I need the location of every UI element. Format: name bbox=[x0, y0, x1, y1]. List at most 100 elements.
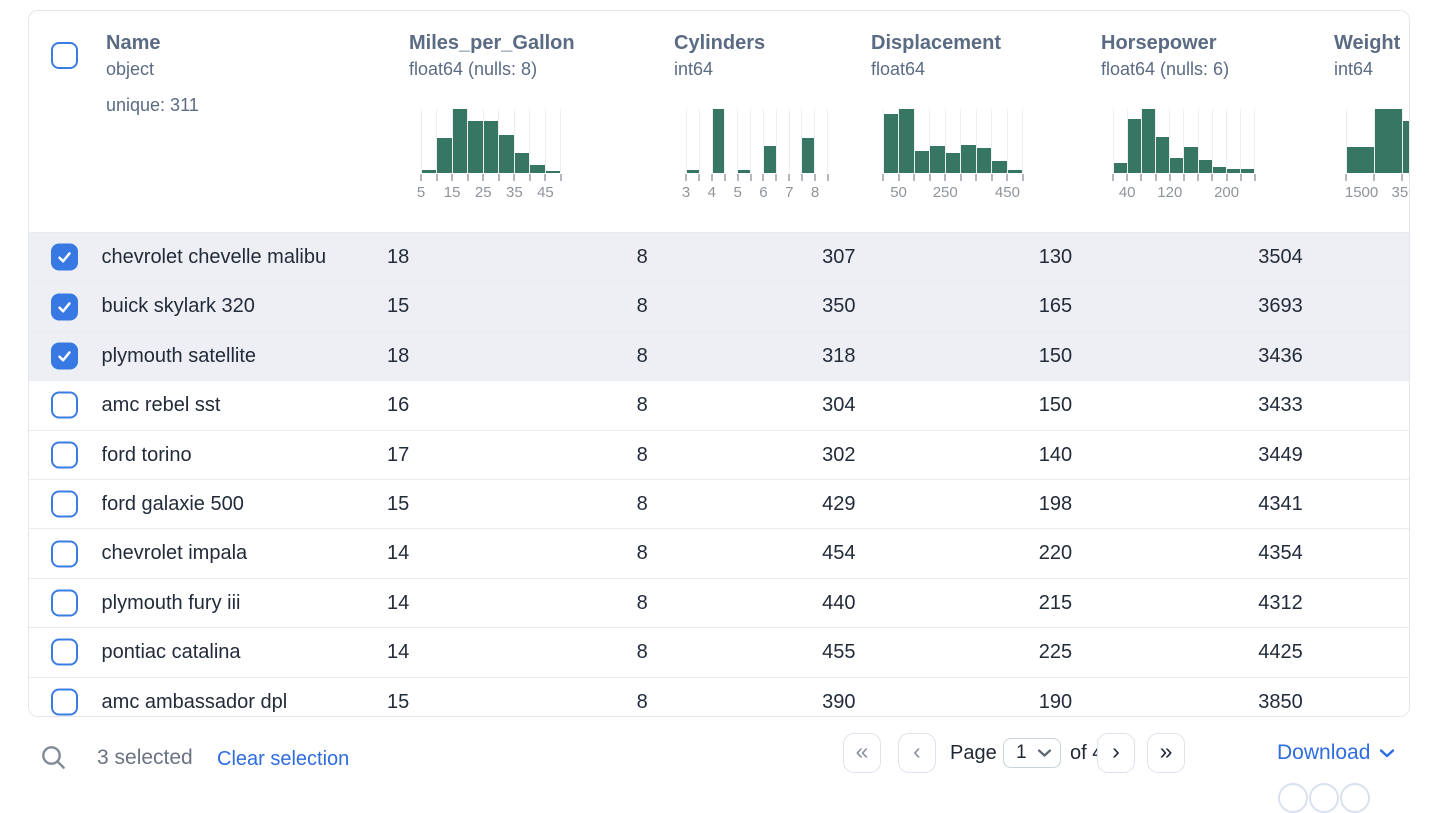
first-page-button[interactable]: « bbox=[843, 733, 881, 773]
column-dtype: int64 bbox=[674, 59, 714, 79]
data-table-card: Name object unique: 311 Miles_per_Gallon flo… bbox=[28, 10, 1410, 717]
histogram-bin bbox=[1211, 109, 1226, 173]
histogram-bin bbox=[1113, 109, 1128, 173]
download-button[interactable]: Download bbox=[1277, 733, 1395, 773]
prev-page-button[interactable]: ‹ bbox=[898, 733, 936, 773]
table-row[interactable]: amc rebel sst 16 8 304 150 3433 bbox=[29, 381, 1409, 431]
row-checkbox[interactable] bbox=[51, 638, 78, 666]
histogram-bin bbox=[467, 109, 483, 173]
cell-mpg: 15 bbox=[386, 492, 410, 515]
table-row[interactable]: ford galaxie 500 15 8 429 198 4341 bbox=[29, 479, 1409, 530]
table-row[interactable]: pontiac catalina 14 8 455 225 4425 bbox=[29, 628, 1409, 678]
histogram-tick-label: 7 bbox=[785, 184, 794, 201]
histogram-bin bbox=[698, 109, 712, 173]
cell-horsepower: 150 bbox=[1038, 394, 1073, 417]
histogram-tick-label: 3500 bbox=[1391, 184, 1409, 201]
row-checkbox-cell bbox=[29, 431, 102, 479]
partial-button-circle[interactable] bbox=[1278, 783, 1308, 813]
next-page-button[interactable]: › bbox=[1097, 733, 1135, 773]
download-label: Download bbox=[1277, 741, 1371, 764]
table-row[interactable]: plymouth satellite 18 8 318 150 3436 bbox=[29, 331, 1409, 382]
chevron-down-icon bbox=[1037, 749, 1052, 757]
histogram-bin bbox=[913, 109, 930, 173]
cell-cylinders: 8 bbox=[636, 443, 648, 466]
table-row[interactable]: plymouth fury iii 14 8 440 215 4312 bbox=[29, 578, 1409, 629]
table-row[interactable]: amc ambassador dpl 15 8 390 190 3850 bbox=[29, 677, 1409, 716]
column-header-cyl[interactable]: Cylinders int64 3 4 5 6 7 8 bbox=[674, 11, 871, 232]
column-dtype: float64 bbox=[871, 59, 926, 79]
row-checkbox[interactable] bbox=[51, 293, 78, 321]
cell-cylinders: 8 bbox=[636, 344, 648, 367]
table-row[interactable]: ford torino 17 8 302 140 3449 bbox=[29, 430, 1409, 480]
cell-cylinders: 8 bbox=[636, 641, 648, 664]
cell-weight: 3436 bbox=[1258, 344, 1303, 367]
histogram-bin bbox=[1346, 109, 1374, 173]
histogram-bin bbox=[1401, 109, 1409, 173]
select-all-checkbox[interactable] bbox=[51, 42, 78, 69]
histogram-bin bbox=[1155, 109, 1170, 173]
cell-cylinders: 8 bbox=[636, 246, 648, 268]
cell-name: chevrolet chevelle malibu bbox=[101, 246, 327, 268]
histogram-bin bbox=[436, 109, 452, 173]
cell-weight: 4341 bbox=[1258, 492, 1303, 515]
column-title: Name bbox=[106, 32, 161, 54]
column-dtype: object bbox=[106, 59, 155, 79]
row-checkbox[interactable] bbox=[51, 589, 78, 617]
cell-horsepower: 150 bbox=[1038, 344, 1073, 367]
partial-button-circle[interactable] bbox=[1309, 783, 1339, 813]
row-checkbox-cell bbox=[29, 529, 102, 577]
histogram-bin bbox=[1006, 109, 1023, 173]
partial-button-circle[interactable] bbox=[1340, 783, 1370, 813]
histogram-bin bbox=[1197, 109, 1212, 173]
column-header-name[interactable]: Name object unique: 311 bbox=[106, 11, 409, 232]
row-checkbox[interactable] bbox=[51, 540, 78, 568]
histogram-tick-label: 3 bbox=[681, 184, 691, 201]
last-page-button[interactable]: » bbox=[1147, 733, 1185, 773]
column-meta: unique: 311 bbox=[106, 95, 199, 115]
page-select[interactable]: 1 bbox=[1003, 738, 1061, 768]
histogram-bin bbox=[883, 109, 899, 173]
column-header-hp[interactable]: Horsepower float64 (nulls: 6) 40 120 200 bbox=[1101, 11, 1334, 232]
cell-weight: 4312 bbox=[1258, 591, 1303, 614]
row-checkbox[interactable] bbox=[51, 441, 78, 469]
clear-selection-link[interactable]: Clear selection bbox=[217, 748, 350, 770]
histogram-tick-label: 120 bbox=[1157, 184, 1183, 201]
histogram-tick-label: 5 bbox=[733, 184, 742, 201]
cell-name: amc rebel sst bbox=[101, 394, 221, 417]
histogram-tick-label: 45 bbox=[537, 184, 554, 201]
select-all-cell bbox=[29, 11, 106, 232]
column-header-mpg[interactable]: Miles_per_Gallon float64 (nulls: 8) 5 15 25 3… bbox=[409, 11, 674, 232]
chevron-down-icon bbox=[1380, 748, 1395, 757]
row-checkbox[interactable] bbox=[51, 391, 78, 419]
column-header-disp[interactable]: Displacement float64 50 250 450 bbox=[871, 11, 1101, 232]
histogram-Weight: 1500 3500 bbox=[1345, 109, 1409, 202]
cell-displacement: 390 bbox=[822, 690, 856, 713]
table-row[interactable]: chevrolet chevelle malibu 18 8 307 130 3504 bbox=[29, 233, 1409, 283]
histogram-bin bbox=[1373, 109, 1402, 173]
search-icon[interactable] bbox=[40, 744, 67, 776]
histogram-tick-label: 4 bbox=[707, 184, 716, 201]
histogram-bin bbox=[929, 109, 945, 173]
column-title: Horsepower bbox=[1101, 32, 1217, 54]
column-title: Displacement bbox=[871, 32, 1002, 54]
column-dtype: float64 (nulls: 8) bbox=[409, 59, 538, 79]
table-row[interactable]: chevrolet impala 14 8 454 220 4354 bbox=[29, 529, 1409, 579]
cell-mpg: 15 bbox=[386, 690, 410, 713]
row-checkbox[interactable] bbox=[51, 243, 78, 271]
histogram-tick-label: 15 bbox=[443, 184, 461, 201]
row-checkbox[interactable] bbox=[51, 490, 78, 518]
cell-name: plymouth fury iii bbox=[101, 591, 241, 614]
histogram-bin bbox=[529, 109, 545, 173]
row-checkbox[interactable] bbox=[51, 342, 78, 370]
cell-horsepower: 225 bbox=[1038, 641, 1073, 664]
row-checkbox[interactable] bbox=[51, 688, 78, 716]
cell-cylinders: 8 bbox=[636, 492, 648, 515]
cell-horsepower: 140 bbox=[1038, 443, 1073, 466]
histogram-bin bbox=[975, 109, 992, 173]
cell-displacement: 318 bbox=[822, 344, 856, 367]
histogram-bin bbox=[1225, 109, 1240, 173]
table-row[interactable]: buick skylark 320 15 8 350 165 3693 bbox=[29, 282, 1409, 332]
histogram-bin bbox=[544, 109, 561, 173]
column-header-weight[interactable]: Weight int64 1500 3500 bbox=[1334, 11, 1409, 232]
cell-horsepower: 190 bbox=[1038, 690, 1073, 713]
